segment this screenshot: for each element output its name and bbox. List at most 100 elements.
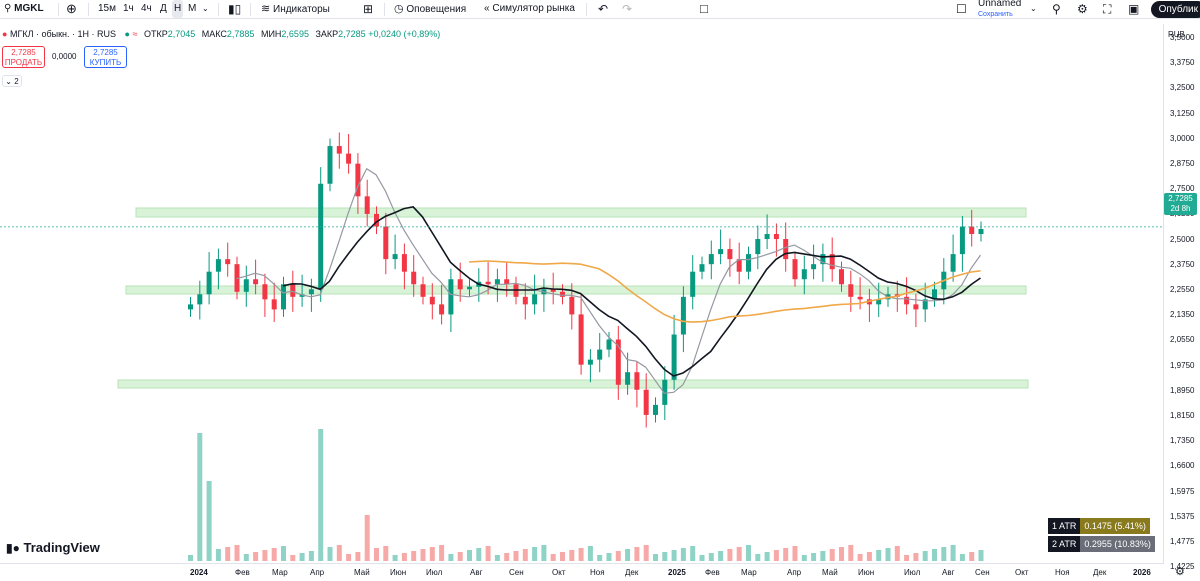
currency-label[interactable]: RUB [1168,30,1185,39]
volume-bar [383,546,389,561]
candle-body [439,304,445,315]
fullscreen-icon[interactable]: □ [700,1,708,16]
publish-button[interactable]: Опублик [1150,1,1200,18]
time-tick: Июн [390,568,407,577]
interval-15m[interactable]: 15м [98,3,116,14]
candle-body [467,286,472,290]
time-tick: Фев [235,568,250,577]
volume-bar [922,551,928,561]
price-tick: 2,7500 [1170,184,1195,194]
candle-body [243,279,249,292]
layout-checkbox-icon[interactable]: ☐ [956,2,967,16]
replay-button[interactable]: « Симулятор рынка [484,0,575,18]
time-tick: Фев [705,568,720,577]
price-tick: 1,6600 [1170,461,1195,471]
current-price-badge: 2,7285 2d 8h [1164,193,1197,215]
volume-bar [932,549,937,561]
collapse-count: 2 [14,77,19,86]
volume-bar [587,546,593,561]
candle-body [746,254,751,272]
time-tick: Мар [272,568,288,577]
templates-grid-icon[interactable]: ⊞ [363,2,374,16]
candle-body [494,279,500,285]
settings-gear-icon[interactable]: ⚙ [1077,2,1088,16]
interval-4h[interactable]: 4ч [141,3,152,14]
ma-mid-line [282,206,981,377]
search-icon[interactable]: ⚲ [1052,2,1061,16]
candle-body [401,254,407,272]
camera-icon[interactable]: ▣ [1128,2,1140,16]
volume-bar [755,554,761,561]
volume-bar [904,555,910,561]
undo-icon[interactable]: ↶ [598,2,609,16]
price-chart[interactable] [0,24,1163,564]
time-tick: 2024 [190,568,208,577]
price-tick: 2,3750 [1170,259,1195,269]
interval-m[interactable]: М [188,3,197,14]
candle-body [392,254,398,260]
axis-settings-gear-icon[interactable]: ⚙ [1175,566,1185,578]
candle-body [299,294,305,297]
candles-icon[interactable]: ▮▯ [228,2,242,16]
time-tick: Апр [310,568,325,577]
time-axis[interactable]: 2024 Фев Мар Апр Май Июн Июл Авг Сен Окт Ноя Дек 202… [0,563,1163,581]
layout-name-button[interactable]: Unnamed Сохранить [978,0,1021,18]
candle-body [532,294,538,305]
rewind-icon: « [484,3,490,14]
price-tick: 3,1250 [1170,108,1195,118]
volume-bar [318,429,324,561]
volume-bar [271,548,277,561]
candle-body [801,269,807,280]
volume-bar [327,547,333,561]
collapse-indicators-button[interactable]: ⌄ 2 [2,75,22,87]
fullscreen-expand-icon[interactable]: ⛶ [1103,2,1112,16]
candle-body [336,146,342,154]
legend-title[interactable]: МГКЛ · обыкн. · 1Н · RUS [9,29,117,39]
sell-button[interactable]: 2,7285 ПРОДАТЬ [2,46,45,68]
volume-bar [680,548,686,561]
volume-bar [569,550,575,561]
bar-countdown: 2d 8h [1170,204,1191,213]
candle-body [959,226,965,255]
candle-body [215,259,221,272]
buy-button[interactable]: 2,7285 КУПИТЬ [84,46,127,68]
volume-bar [439,545,445,561]
volume-bar [262,550,268,561]
price-axis[interactable]: 3,5000 3,3750 3,2500 3,1250 3,0000 2,8750 2,75… [1163,24,1200,571]
interval-w[interactable]: Н [172,0,184,18]
price-tick: 3,3750 [1170,58,1195,68]
interval-d[interactable]: Д [160,3,167,14]
time-tick: Июл [904,568,921,577]
price-tick: 2,1350 [1170,310,1195,320]
alerts-button[interactable]: ◷ Оповещения [394,0,466,18]
volume-bar [476,548,482,561]
candle-body [736,259,742,272]
time-tick: 2025 [668,568,686,577]
top-toolbar: ⚲ MGKL ⊕ 15м 1ч 4ч Д Н М ⌄ ▮▯ ≋ Индикато… [0,0,1200,19]
candle-body [643,389,649,415]
interval-1h[interactable]: 1ч [123,3,134,14]
indicators-button[interactable]: ≋ Индикаторы [261,0,330,18]
volume-bar [346,554,352,561]
candle-body [225,259,231,265]
volume-bar [699,555,705,561]
volume-bar [560,552,565,561]
volume-bar [197,433,203,561]
compare-add-icon[interactable]: ⊕ [66,1,77,16]
buy-label: КУПИТЬ [89,58,122,67]
candle-body [383,226,389,260]
volume-bar [281,546,286,561]
candle-body [522,296,528,305]
chevron-down-icon[interactable]: ⌄ [202,4,209,13]
candle-body [978,228,984,235]
volume-bar [913,553,919,561]
redo-icon[interactable]: ↷ [622,2,633,16]
time-tick: Май [354,568,370,577]
sell-label: ПРОДАТЬ [4,58,43,67]
open-value: 2,7045 [167,29,196,39]
volume-bar [959,554,965,561]
indicators-icon: ≋ [261,3,271,15]
symbol-search[interactable]: ⚲ MGKL [4,0,44,18]
atr-key: 1 ATR [1048,518,1081,534]
chevron-down-icon[interactable]: ⌄ [1030,4,1037,13]
